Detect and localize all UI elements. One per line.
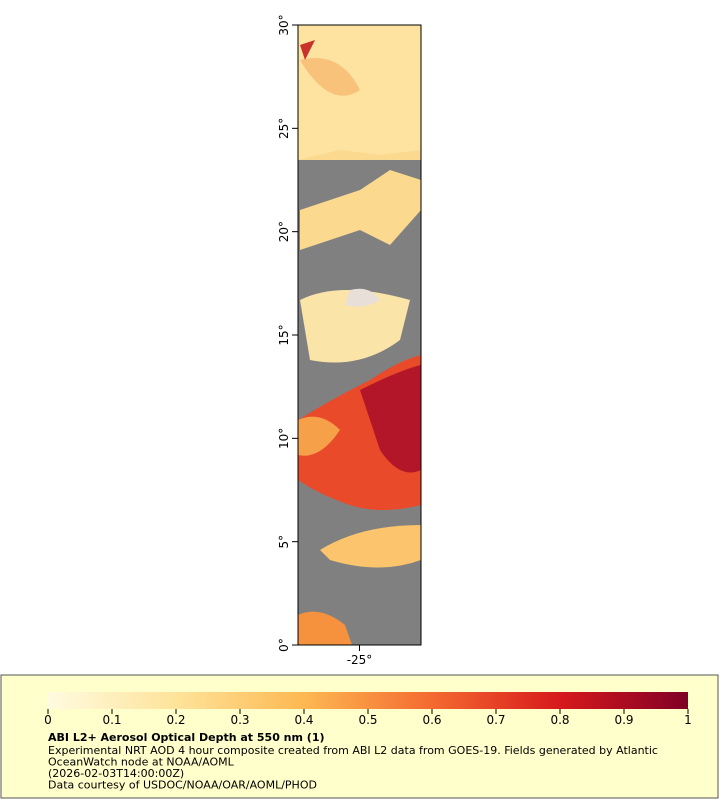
colorbar-tick-label: 0: [44, 713, 52, 727]
colorbar-tick-label: 0.6: [422, 713, 441, 727]
lat-tick-label: 5°: [277, 535, 291, 549]
caption-title: ABI L2+ Aerosol Optical Depth at 550 nm …: [48, 731, 325, 744]
colorbar-tick-label: 0.8: [550, 713, 569, 727]
colorbar-tick-label: 0.4: [294, 713, 313, 727]
lat-tick-label: 30°: [277, 14, 291, 35]
aod-map: [298, 25, 421, 645]
colorbar: [48, 692, 688, 709]
lat-tick-label: 20°: [277, 221, 291, 242]
colorbar-tick-label: 0.5: [358, 713, 377, 727]
colorbar-tick-label: 0.7: [486, 713, 505, 727]
caption-line: Experimental NRT AOD 4 hour composite cr…: [48, 744, 658, 757]
caption-line: Data courtesy of USDOC/NOAA/OAR/AOML/PHO…: [48, 779, 317, 792]
lat-tick-label: 0°: [277, 638, 291, 652]
caption-line: OceanWatch node at NOAA/AOML: [48, 756, 235, 769]
colorbar-tick-label: 1: [684, 713, 692, 727]
colorbar-tick-label: 0.1: [102, 713, 121, 727]
caption-line: (2026-02-03T14:00:00Z): [48, 767, 184, 780]
colorbar-tick-label: 0.2: [166, 713, 185, 727]
colorbar-tick-label: 0.3: [230, 713, 249, 727]
colorbar-tick-label: 0.9: [614, 713, 633, 727]
lat-tick-label: 15°: [277, 324, 291, 345]
lat-tick-label: 10°: [277, 428, 291, 449]
lon-tick-label: -25°: [347, 653, 373, 667]
lat-tick-label: 25°: [277, 118, 291, 139]
